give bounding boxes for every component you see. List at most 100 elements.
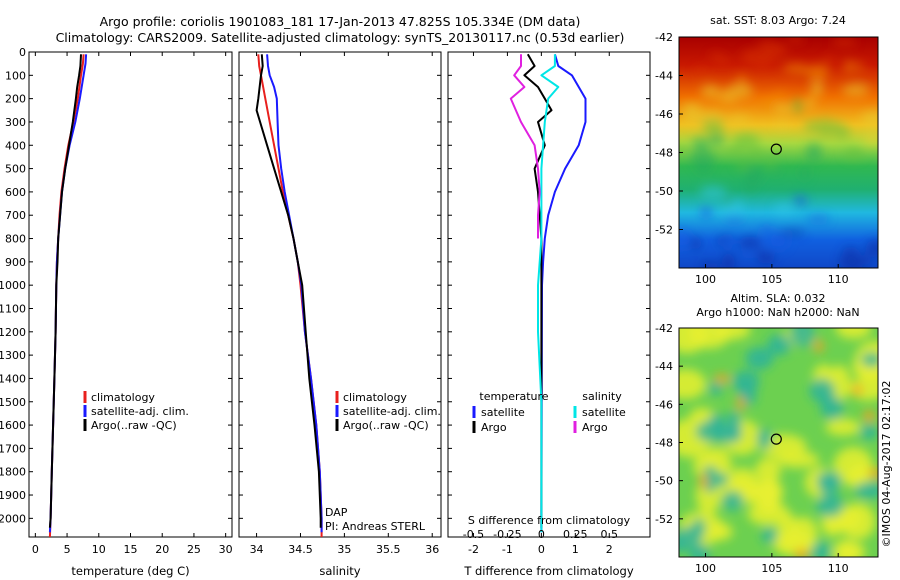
y-tick-label: 1500 [0,396,26,409]
sla-low [691,518,706,538]
sst-patch [679,145,690,154]
series-salinity-satellite [537,54,560,533]
sla-high [839,502,876,540]
legend-entry: Argo [582,421,608,434]
y-tick-label: 600 [5,186,26,199]
y-tick-label: 1900 [0,489,26,502]
y-tick-label: 200 [5,93,26,106]
sst-patch [768,43,788,57]
sst-patch [721,253,735,268]
sst-patch [679,229,693,249]
series-argo-raw-qc [48,54,82,528]
sla-peak [862,410,876,423]
sla-high [679,369,707,399]
x-tick-label: 2 [606,543,613,556]
sla-low [789,328,815,348]
sst-patch [719,89,740,102]
sst-patch [691,137,710,150]
sla-peak [794,548,810,557]
x-tick-label-s: 0 [538,528,545,541]
map-y-tick-label: -48 [655,147,673,160]
sla-low [756,428,773,450]
sst-patch [865,239,878,258]
imos-timestamp: ©IMOS 04-Aug-2017 02:17:02 [880,381,893,548]
y-tick-label: 1300 [0,349,26,362]
legend-entry: Argo(..raw -QC) [343,419,429,432]
sla-low [817,476,840,496]
map-y-tick-label: -46 [655,398,673,411]
x-tick-label: 36 [425,543,439,556]
sst-patch [722,195,734,206]
sst-map-title: sat. SST: 8.03 Argo: 7.24 [710,14,846,27]
sla-low [860,352,878,368]
panel-sst-map: -42 -44 -46 -48 -50 -52 100 105 110 [655,31,879,286]
y-tick-label: 1000 [0,279,26,292]
sst-patch [792,98,803,114]
sla-low [761,527,778,544]
series-salinity-argo [509,54,541,239]
sla-map-title-1: Altim. SLA: 0.032 [730,292,825,305]
x-tick-label: 25 [187,543,201,556]
y-tick-label: 900 [5,256,26,269]
legend-entry: satellite [481,406,525,419]
sla-low [707,382,724,395]
y-tick-label: 100 [5,69,26,82]
legend-entry: climatology [91,391,155,404]
map-y-tick-label: -46 [655,108,673,121]
sst-patch [725,147,744,155]
sla-low [816,493,844,518]
x-tick-label-s: 0.5 [601,528,619,541]
map-x-tick-label: 100 [695,562,716,575]
panel-salinity: 34 34.5 35 35.5 36 salinity climatologysatelli… [238,51,442,578]
x-tick-label: 15 [124,543,138,556]
sla-low [714,472,729,486]
map-x-tick-label: 105 [761,562,782,575]
legend-entry: satellite-adj. clim. [343,405,441,418]
sst-patch [824,55,835,67]
x-tick-label: 0 [538,543,545,556]
argo-location-marker [770,433,782,445]
sst-patch [681,102,702,115]
sst-patch [744,250,754,259]
legend-entry: satellite-adj. clim. [91,405,189,418]
sla-low [731,370,760,393]
sst-patch [850,62,864,70]
sla-high [835,328,872,339]
map-y-tick-label: -52 [655,513,673,526]
y-tick-label: 400 [5,139,26,152]
y-tick-label: 800 [5,233,26,246]
series-temperature-argo [523,53,553,528]
sst-patch [700,118,725,133]
legend-header-salinity: salinity [582,390,622,403]
sst-patch [787,37,804,43]
x-tick-label: 34.5 [288,543,313,556]
sst-patch [732,133,760,150]
sst-field [679,37,878,268]
sla-high [709,523,733,541]
x-tick-label: -1 [502,543,513,556]
map-y-tick-label: -42 [655,31,673,44]
y-tick-label: 2000 [0,512,26,525]
map-y-tick-label: -50 [655,475,673,488]
y-tick-label: 1700 [0,442,26,455]
plot-frame [447,51,651,538]
sst-patch [803,120,830,133]
sla-high [712,328,751,340]
sst-patch [759,226,774,236]
sst-patch [831,37,857,46]
plot-frame [238,51,442,538]
x-axis-label: T difference from climatology [463,564,634,578]
sst-patch [773,91,788,99]
sla-high [832,539,860,557]
map-x-tick-label: 110 [828,273,849,286]
chart-title-line-1: Argo profile: coriolis 1901083_181 17-Ja… [99,14,581,29]
sla-low [721,490,744,511]
sla-low [809,378,836,403]
sla-high [825,418,861,436]
sla-peak [852,384,863,396]
sst-patch [842,259,863,268]
sst-patch [842,84,869,96]
